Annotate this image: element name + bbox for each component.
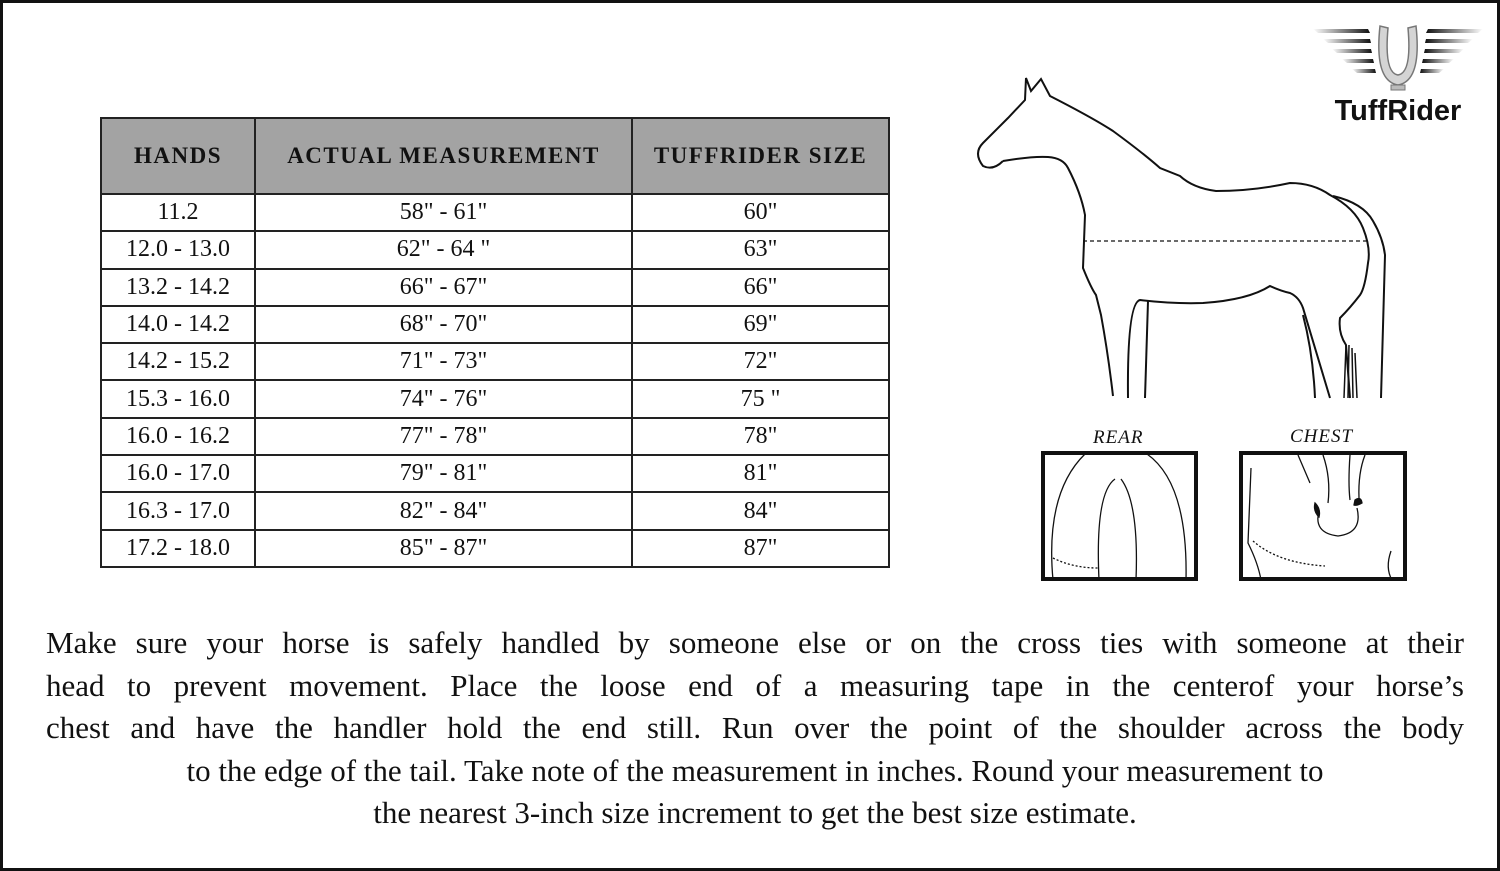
winged-horseshoe-icon: [1313, 25, 1483, 91]
horse-chest-line: [1002, 155, 1114, 397]
actual-measurement-cell: 66" - 67": [254, 267, 633, 307]
instruction-line: to the edge of the tail. Take note of th…: [186, 752, 1324, 788]
hands-cell: 14.2 - 15.2: [100, 342, 256, 382]
table-row: 16.0 - 16.2 77" - 78" 78": [100, 416, 890, 457]
horse-hind-leg-line: [1302, 314, 1316, 399]
tuffrider-size-cell: 78": [631, 416, 890, 457]
horse-leg-line: [1144, 300, 1149, 399]
tuffrider-logo: TuffRider: [1308, 21, 1488, 131]
horse-outline: [977, 77, 1370, 399]
hands-cell: 16.0 - 16.2: [100, 416, 256, 457]
header-tuffrider-size: TUFFRIDER SIZE: [631, 117, 890, 195]
horse-tail-strands: [1343, 344, 1358, 399]
actual-measurement-cell: 71" - 73": [254, 342, 633, 382]
hands-cell: 11.2: [100, 192, 256, 233]
table-row: 12.0 - 13.0 62" - 64 " 63": [100, 230, 890, 270]
hands-cell: 12.0 - 13.0: [100, 230, 256, 270]
table-row: 11.2 58" - 61" 60": [100, 192, 890, 233]
actual-measurement-cell: 79" - 81": [254, 454, 633, 494]
horse-tail: [1332, 195, 1387, 399]
horse-belly-line: [1126, 284, 1331, 399]
hands-cell: 13.2 - 14.2: [100, 267, 256, 307]
instruction-line: head to prevent movement. Place the loos…: [46, 667, 1464, 703]
hands-cell: 15.3 - 16.0: [100, 379, 256, 419]
measuring-instructions: Make sure your horse is safely handled b…: [46, 622, 1464, 835]
horse-diagram: [977, 77, 1407, 581]
actual-measurement-cell: 85" - 87": [254, 528, 633, 568]
chest-label: CHEST: [1290, 426, 1354, 447]
rear-diagram-box: [1041, 451, 1198, 581]
instruction-line: the nearest 3-inch size increment to get…: [373, 795, 1137, 830]
tuffrider-size-cell: 81": [631, 454, 890, 494]
brand-name: TuffRider: [1334, 95, 1462, 127]
hands-cell: 14.0 - 14.2: [100, 304, 256, 345]
rear-label: REAR: [1093, 427, 1144, 448]
instruction-line: chest and have the handler hold the end …: [46, 710, 1464, 745]
table-row: 14.2 - 15.2 71" - 73" 72": [100, 342, 890, 382]
tuffrider-size-cell: 84": [631, 491, 890, 531]
table-row: 15.3 - 16.0 74" - 76" 75 ": [100, 379, 890, 419]
hands-cell: 17.2 - 18.0: [100, 528, 256, 568]
tuffrider-size-cell: 66": [631, 267, 890, 307]
header-hands: HANDS: [100, 117, 256, 195]
hands-cell: 16.0 - 17.0: [100, 454, 256, 494]
actual-measurement-cell: 68" - 70": [254, 304, 633, 345]
tuffrider-size-cell: 69": [631, 304, 890, 345]
actual-measurement-cell: 77" - 78": [254, 416, 633, 457]
table-row: 16.0 - 17.0 79" - 81" 81": [100, 454, 890, 494]
actual-measurement-cell: 58" - 61": [254, 192, 633, 233]
tuffrider-size-cell: 87": [631, 528, 890, 568]
actual-measurement-cell: 82" - 84": [254, 491, 633, 531]
tuffrider-size-cell: 63": [631, 230, 890, 270]
chest-diagram: [1247, 454, 1393, 581]
table-header-row: HANDS ACTUAL MEASUREMENT TUFFRIDER SIZE: [100, 117, 890, 195]
header-actual-measurement: ACTUAL MEASUREMENT: [254, 117, 633, 195]
rear-diagram: [1051, 453, 1187, 581]
table-row: 17.2 - 18.0 85" - 87" 87": [100, 528, 890, 568]
table-row: 14.0 - 14.2 68" - 70" 69": [100, 304, 890, 345]
instruction-line: Make sure your horse is safely handled b…: [46, 625, 1464, 660]
table-row: 16.3 - 17.0 82" - 84" 84": [100, 491, 890, 531]
tuffrider-size-cell: 75 ": [631, 379, 890, 419]
size-table: HANDS ACTUAL MEASUREMENT TUFFRIDER SIZE …: [100, 117, 890, 568]
tuffrider-size-cell: 60": [631, 192, 890, 233]
actual-measurement-cell: 74" - 76": [254, 379, 633, 419]
hands-cell: 16.3 - 17.0: [100, 491, 256, 531]
tuffrider-size-cell: 72": [631, 342, 890, 382]
table-row: 13.2 - 14.2 66" - 67" 66": [100, 267, 890, 307]
chest-diagram-box: [1239, 451, 1407, 581]
actual-measurement-cell: 62" - 64 ": [254, 230, 633, 270]
